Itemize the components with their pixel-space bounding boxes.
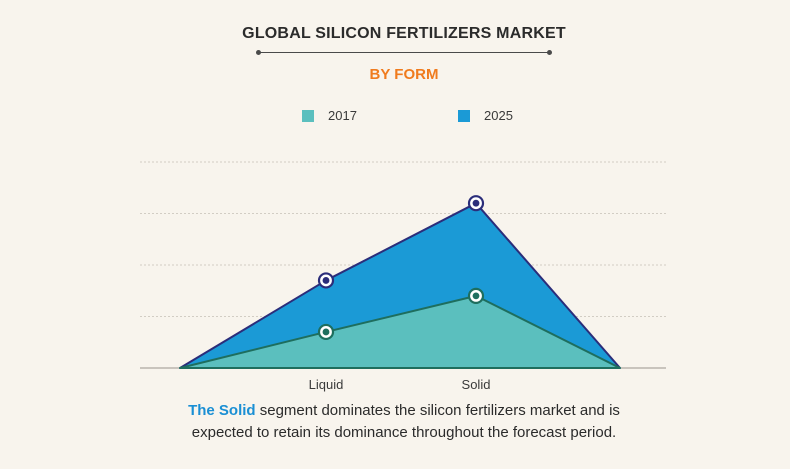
title-divider bbox=[256, 50, 552, 55]
caption-line-1: The Solid segment dominates the silicon … bbox=[0, 400, 790, 422]
x-tick-label-Liquid: Liquid bbox=[309, 377, 344, 392]
data-point-core-2025-Solid bbox=[472, 199, 480, 207]
legend: 2017 2025 bbox=[0, 108, 790, 126]
series-markers bbox=[317, 195, 485, 341]
series-areas bbox=[179, 202, 621, 369]
chart-subtitle: BY FORM bbox=[369, 66, 439, 83]
legend-item-2025: 2025 bbox=[458, 108, 513, 123]
legend-label-2025: 2025 bbox=[484, 108, 513, 123]
legend-item-2017: 2017 bbox=[302, 108, 357, 123]
x-tick-labels: Liquid Solid bbox=[309, 377, 491, 392]
data-point-core-2017-Solid bbox=[472, 292, 480, 300]
caption-line-2: expected to retain its dominance through… bbox=[191, 424, 617, 441]
data-point-core-2017-Liquid bbox=[322, 328, 330, 336]
chart-title: GLOBAL SILICON FERTILIZERS MARKET bbox=[242, 25, 566, 42]
caption: The Solid segment dominates the silicon … bbox=[0, 400, 790, 444]
caption-line-1-rest: segment dominates the silicon fertilizer… bbox=[255, 402, 620, 419]
caption-highlight: The Solid bbox=[188, 402, 256, 419]
legend-swatch-2017 bbox=[302, 109, 314, 122]
data-point-core-2025-Liquid bbox=[322, 277, 330, 284]
x-tick-label-Solid: Solid bbox=[462, 377, 491, 392]
legend-swatch-2025 bbox=[458, 109, 470, 122]
legend-label-2017: 2017 bbox=[328, 108, 357, 123]
